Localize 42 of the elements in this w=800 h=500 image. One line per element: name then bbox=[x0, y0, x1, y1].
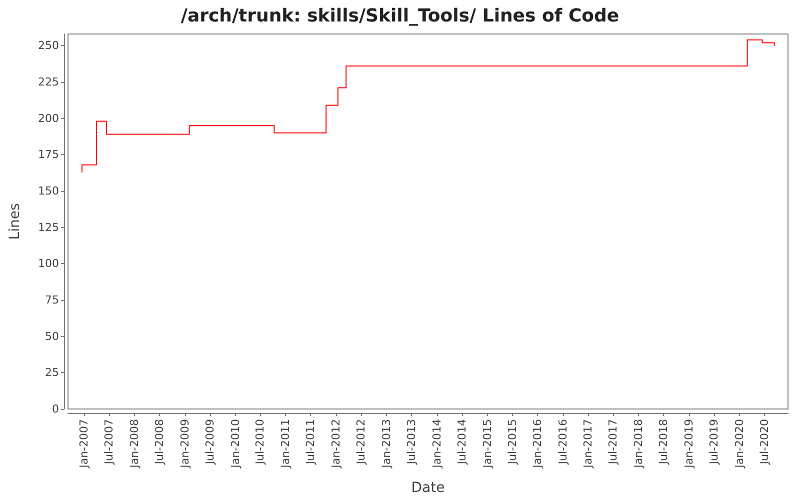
y-tick-label: 125 bbox=[38, 220, 59, 234]
y-tick-label: 0 bbox=[52, 402, 59, 416]
x-tick-label: Jan-2019 bbox=[682, 419, 696, 469]
x-tick-label: Jan-2016 bbox=[531, 419, 544, 469]
x-tick-label: Jul-2008 bbox=[153, 419, 166, 466]
x-axis-title: Date bbox=[411, 480, 445, 496]
x-tick-label: Jan-2018 bbox=[632, 419, 646, 469]
x-tick-label: Jul-2012 bbox=[354, 419, 368, 466]
x-tick-label: Jan-2020 bbox=[732, 419, 746, 469]
y-tick-label: 75 bbox=[45, 293, 59, 306]
x-tick-label: Jul-2013 bbox=[405, 419, 418, 466]
x-tick-label: Jan-2009 bbox=[178, 419, 192, 469]
y-tick-label: 100 bbox=[38, 257, 59, 270]
x-tick-label: Jul-2007 bbox=[102, 419, 116, 466]
y-tick-label: 200 bbox=[38, 112, 59, 125]
x-tick-label: Jan-2015 bbox=[480, 419, 494, 469]
y-tick-label: 175 bbox=[38, 148, 59, 162]
x-tick-label: Jul-2018 bbox=[657, 419, 670, 466]
x-tick-label: Jul-2016 bbox=[556, 419, 570, 466]
y-tick-label: 250 bbox=[38, 39, 59, 52]
x-tick-label: Jan-2012 bbox=[330, 419, 343, 469]
x-tick-label: Jan-2008 bbox=[128, 419, 141, 469]
y-tick-label: 150 bbox=[38, 184, 59, 198]
x-tick-label: Jul-2011 bbox=[304, 419, 318, 466]
chart-title: /arch/trunk: skills/Skill_Tools/ Lines of Code bbox=[180, 6, 620, 26]
x-tick-label: Jan-2013 bbox=[380, 419, 394, 469]
y-axis-title: Lines bbox=[7, 203, 23, 240]
x-tick-label: Jan-2007 bbox=[78, 419, 91, 469]
x-tick-label: Jul-2019 bbox=[707, 419, 720, 466]
x-tick-label: Jan-2010 bbox=[228, 419, 242, 469]
y-tick-label: 50 bbox=[45, 330, 59, 343]
x-tick-label: Jul-2017 bbox=[606, 419, 620, 466]
x-tick-label: Jul-2010 bbox=[254, 419, 267, 466]
y-tick-label: 225 bbox=[38, 75, 59, 88]
x-tick-label: Jan-2017 bbox=[582, 419, 595, 469]
x-tick-label: Jul-2020 bbox=[758, 419, 771, 466]
x-tick-label: Jan-2014 bbox=[430, 419, 444, 469]
x-tick-label: Jul-2014 bbox=[455, 419, 468, 466]
y-tick-label: 25 bbox=[45, 366, 59, 380]
x-tick-label: Jan-2011 bbox=[279, 419, 292, 469]
x-tick-label: Jul-2015 bbox=[506, 419, 519, 466]
x-tick-label: Jul-2009 bbox=[203, 419, 216, 466]
